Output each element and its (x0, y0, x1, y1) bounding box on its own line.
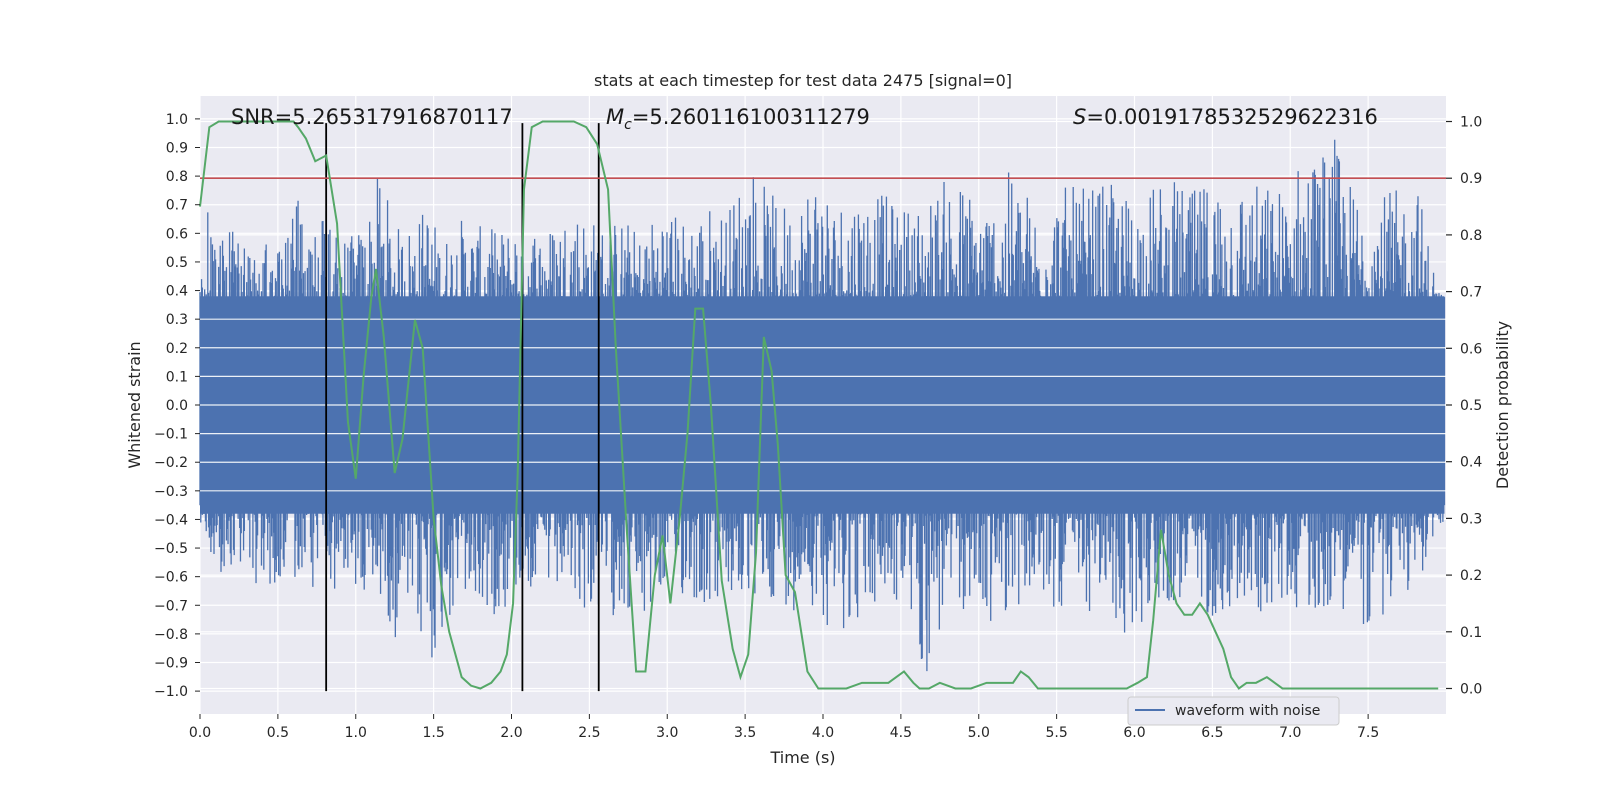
x-tick-label-5: 2.5 (578, 725, 600, 741)
x-tick-label-11: 5.5 (1045, 725, 1067, 741)
y-left-tick-label-11: −0.1 (154, 427, 188, 443)
y-left-tick-label-15: −0.5 (154, 541, 188, 557)
legend-box (1127, 696, 1340, 726)
y-right-tick-label-3: 0.7 (1460, 285, 1482, 301)
y-right-tick-label-5: 0.5 (1460, 398, 1482, 414)
x-tick-label-8: 4.0 (812, 725, 834, 741)
x-tick-label-14: 7.0 (1279, 725, 1301, 741)
waveform-series (199, 139, 1446, 672)
y-right-tick-label-9: 0.1 (1460, 625, 1482, 641)
y-right-tick-label-4: 0.6 (1460, 341, 1482, 357)
y-right-tick-label-1: 0.9 (1460, 171, 1482, 187)
snr-annotation: SNR=5.265317916870117 (231, 105, 513, 129)
y-left-tick-label-18: −0.8 (154, 627, 188, 643)
y-left-axis-label: Whitened strain (125, 341, 144, 468)
y-right-tick-label-2: 0.8 (1460, 228, 1482, 244)
y-left-tick-label-17: −0.7 (154, 598, 188, 614)
x-tick-label-2: 1.0 (345, 725, 367, 741)
y-left-tick-label-7: 0.3 (166, 312, 188, 328)
x-tick-label-3: 1.5 (422, 725, 444, 741)
y-right-axis-ticks: 1.0 0.9 0.8 0.7 0.6 0.5 0.4 0.3 0.2 0.1 0.0 (1446, 115, 1482, 697)
s-annotation: S=0.0019178532529622316 (1073, 105, 1378, 129)
y-left-tick-label-6: 0.4 (166, 284, 188, 300)
y-left-tick-label-0: 1.0 (166, 112, 188, 128)
y-left-tick-label-8: 0.2 (166, 341, 188, 357)
y-right-tick-label-7: 0.3 (1460, 511, 1482, 527)
y-right-tick-label-0: 1.0 (1460, 115, 1482, 131)
chart-title: stats at each timestep for test data 247… (594, 71, 1012, 90)
x-tick-label-12: 6.0 (1123, 725, 1145, 741)
y-right-tick-label-6: 0.4 (1460, 455, 1482, 471)
probability-line (199, 120, 1439, 690)
y-left-tick-label-16: −0.6 (154, 570, 188, 586)
x-tick-label-15: 7.5 (1357, 725, 1379, 741)
y-right-tick-label-8: 0.2 (1460, 568, 1482, 584)
legend: waveform with noise (1127, 696, 1340, 726)
x-axis-label: Time (s) (769, 748, 835, 767)
y-left-tick-label-10: 0.0 (166, 398, 188, 414)
x-tick-label-1: 0.5 (267, 725, 289, 741)
x-tick-label-9: 4.5 (890, 725, 912, 741)
y-left-tick-label-4: 0.6 (166, 226, 188, 242)
x-axis-ticks: 0.0 0.5 1.0 1.5 2.0 2.5 3.0 3.5 4.0 4.5 5.0 5.5 6.0 6… (189, 714, 1379, 741)
x-tick-label-10: 5.0 (968, 725, 990, 741)
y-left-tick-label-13: −0.3 (154, 484, 188, 500)
legend-label-waveform: waveform with noise (1175, 703, 1320, 719)
y-left-tick-label-12: −0.2 (154, 455, 188, 471)
y-left-tick-label-1: 0.9 (166, 141, 188, 157)
chirp-mass-annotation: Mc=5.260116100311279 (606, 105, 870, 133)
y-left-axis-ticks: 1.0 0.9 0.8 0.7 0.6 0.5 0.4 0.3 0.2 0.1 0.0 −0.1 −0.… (154, 112, 200, 700)
y-left-tick-label-20: −1.0 (154, 684, 188, 700)
s-value: =0.0019178532529622316 (1086, 105, 1378, 129)
s-symbol: S (1073, 105, 1086, 129)
y-right-tick-label-10: 0.0 (1460, 681, 1482, 697)
y-right-axis-label: Detection probability (1493, 321, 1512, 489)
chirp-mass-value: =5.260116100311279 (632, 105, 870, 129)
x-tick-label-13: 6.5 (1201, 725, 1223, 741)
x-tick-label-4: 2.0 (500, 725, 522, 741)
y-left-tick-label-19: −0.9 (154, 656, 188, 672)
probability-series (199, 120, 1439, 690)
y-left-tick-label-14: −0.4 (154, 512, 188, 528)
y-left-tick-label-5: 0.5 (166, 255, 188, 271)
y-left-tick-label-2: 0.8 (166, 169, 188, 185)
chirp-mass-symbol: M (606, 105, 624, 129)
x-tick-label-0: 0.0 (189, 725, 211, 741)
y-left-tick-label-9: 0.1 (166, 369, 188, 385)
y-left-tick-label-3: 0.7 (166, 198, 188, 214)
x-tick-label-7: 3.5 (734, 725, 756, 741)
chirp-mass-subscript: c (624, 117, 632, 133)
x-tick-label-6: 3.0 (656, 725, 678, 741)
